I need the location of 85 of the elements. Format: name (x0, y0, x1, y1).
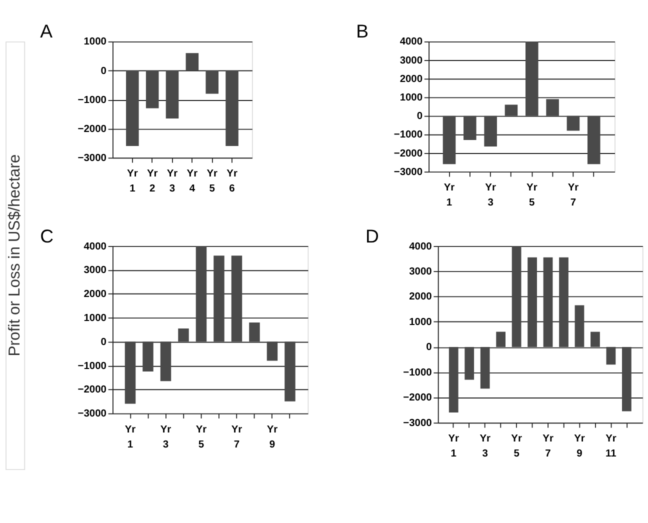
chart-title: A (40, 20, 54, 42)
y-tick-label: 1000 (400, 92, 423, 104)
bar (266, 342, 278, 361)
y-tick-label: −2000 (394, 148, 423, 160)
y-tick-label: 0 (100, 336, 107, 348)
x-tick-label: Yr 7 (231, 424, 242, 450)
x-tick-label: Yr 7 (542, 434, 554, 460)
y-tick-label: −1000 (394, 130, 423, 141)
x-tick-label: Yr 1 (448, 434, 460, 460)
y-tick-label: 0 (416, 111, 423, 122)
x-tick-label: Yr 11 (606, 434, 617, 460)
x-tick-label: Yr 9 (574, 434, 585, 460)
x-tick-label: Yr 3 (485, 182, 496, 209)
y-tick-label: 2000 (409, 292, 432, 303)
x-tick-label: Yr 3 (160, 424, 172, 450)
bar (142, 342, 154, 372)
x-tick-label: Yr 5 (206, 168, 218, 195)
y-tick-label: 3000 (409, 266, 432, 278)
chart-title: C (40, 225, 54, 246)
x-tick-label: Yr 3 (166, 168, 178, 195)
bar (543, 257, 553, 347)
bar (464, 116, 476, 140)
bar (442, 116, 456, 164)
y-tick-label: 4000 (400, 36, 423, 48)
x-tick-label: Yr 9 (266, 424, 278, 450)
y-tick-label: 3000 (84, 265, 107, 276)
y-tick-label: −1000 (403, 367, 432, 378)
y-tick-label: 2000 (400, 74, 423, 85)
bar (512, 246, 522, 347)
y-tick-label: −2000 (78, 124, 107, 135)
bar (231, 256, 242, 342)
y-tick-label: −3000 (78, 152, 107, 164)
y-tick-label: 2000 (84, 289, 107, 300)
bar (480, 346, 490, 389)
y-tick-label: −2000 (403, 392, 432, 404)
y-tick-label: 0 (100, 66, 107, 77)
x-tick-label: Yr 1 (127, 168, 138, 195)
bar (559, 257, 568, 347)
bar (546, 99, 559, 116)
bar (484, 116, 497, 147)
x-tick-label: Yr 6 (226, 168, 238, 195)
y-tick-label: −1000 (78, 360, 107, 372)
bar (160, 342, 172, 382)
x-tick-label: Yr 1 (124, 424, 136, 450)
bar (196, 246, 207, 342)
bar (464, 346, 474, 380)
y-tick-label: 1000 (84, 36, 107, 48)
bar (590, 332, 600, 347)
x-tick-label: Yr 5 (511, 434, 522, 460)
bar (566, 116, 580, 131)
bar (124, 342, 136, 404)
x-tick-label: Yr 3 (480, 434, 491, 460)
y-tick-label: 4000 (409, 241, 432, 252)
x-tick-label: Yr 5 (526, 182, 538, 209)
bar (284, 342, 296, 402)
y-tick-label: −3000 (394, 166, 423, 178)
bar (214, 256, 224, 342)
x-tick-label: Yr 4 (186, 168, 198, 195)
bar (249, 322, 260, 342)
bar (526, 41, 538, 116)
y-tick-label: 1000 (409, 316, 432, 328)
y-axis-title: Profit or Loss in US$/hectare (6, 154, 24, 356)
x-tick-label: Yr 1 (444, 182, 455, 209)
bar (587, 116, 600, 164)
bar (178, 328, 189, 342)
x-tick-label: Yr 2 (146, 168, 158, 195)
y-tick-label: 3000 (400, 55, 423, 66)
x-tick-label: Yr 7 (568, 182, 579, 209)
y-tick-label: 0 (426, 342, 432, 354)
bar (574, 305, 584, 347)
y-tick-label: −3000 (403, 418, 432, 429)
bar (496, 332, 506, 347)
y-tick-label: −1000 (78, 94, 107, 106)
bar (528, 257, 537, 347)
x-tick-label: Yr 5 (196, 424, 207, 450)
bar (606, 346, 616, 365)
chart-title: D (365, 225, 379, 246)
bar (622, 346, 632, 412)
bar (448, 346, 458, 413)
y-tick-label: −3000 (78, 408, 107, 420)
bar (504, 104, 518, 116)
y-tick-label: 4000 (84, 241, 107, 252)
chart-title: B (356, 20, 369, 42)
y-tick-label: 1000 (84, 312, 107, 324)
y-tick-label: −2000 (78, 384, 107, 396)
